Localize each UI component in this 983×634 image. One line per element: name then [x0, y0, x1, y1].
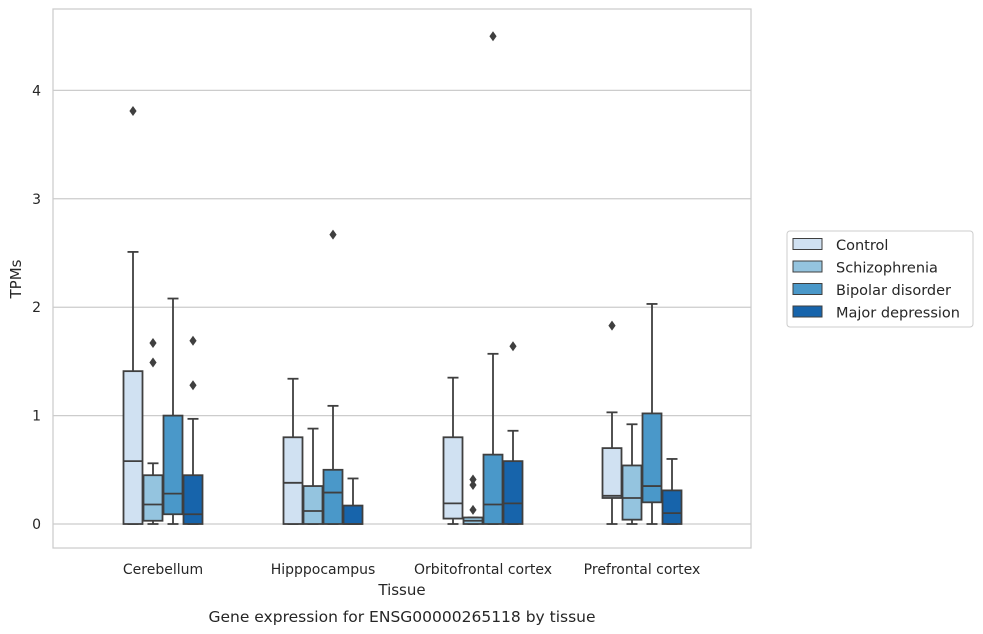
- x-tick-label: Cerebellum: [123, 562, 203, 578]
- plot-frame: [52, 8, 752, 549]
- box-major-depression-prefrontal-cortex: [661, 458, 683, 525]
- box-iqr: [282, 436, 304, 525]
- legend-swatch: [792, 283, 823, 295]
- y-tick-labels: 0 1 2 3 4: [32, 83, 41, 533]
- legend-label: Schizophrenia: [836, 261, 938, 277]
- y-tick-label: 4: [32, 83, 41, 99]
- x-axis-label: Tissue: [377, 581, 425, 599]
- legend-items: Control Schizophrenia Bipolar disorder Majo…: [792, 238, 960, 322]
- outlier-point: [469, 479, 477, 490]
- box-bipolar-disorder-orbitofrontal-cortex: [482, 31, 504, 525]
- box-iqr: [182, 474, 204, 525]
- outlier-point: [149, 337, 157, 348]
- outlier-point: [509, 341, 517, 352]
- outlier-point: [149, 357, 157, 368]
- box-plot-layer: [122, 31, 683, 525]
- outlier-point: [608, 320, 616, 331]
- box-iqr: [621, 464, 643, 521]
- y-axis-label: TPMs: [7, 259, 25, 299]
- legend-label: Bipolar disorder: [836, 283, 951, 299]
- box-major-depression-orbitofrontal-cortex: [502, 341, 524, 525]
- y-tick-label: 1: [32, 409, 41, 425]
- box-iqr: [502, 460, 524, 525]
- x-tick-label: Hipppocampus: [271, 562, 376, 578]
- box-control-orbitofrontal-cortex: [442, 376, 464, 525]
- legend-frame: [786, 230, 974, 328]
- box-iqr: [601, 447, 623, 499]
- legend-label: Major depression: [836, 306, 960, 322]
- box-iqr: [661, 489, 683, 525]
- box-iqr: [142, 474, 164, 522]
- outlier-point: [189, 380, 197, 391]
- box-schizophrenia-hipppocampus: [302, 427, 324, 525]
- box-iqr: [322, 468, 344, 525]
- outlier-point: [489, 31, 497, 42]
- box-schizophrenia-prefrontal-cortex: [621, 423, 643, 525]
- box-iqr: [162, 414, 184, 516]
- outlier-point: [469, 504, 477, 515]
- box-bipolar-disorder-prefrontal-cortex: [641, 303, 663, 525]
- y-tick-label: 2: [32, 300, 41, 316]
- box-iqr: [482, 453, 504, 525]
- legend-swatch: [792, 305, 823, 318]
- box-iqr: [122, 370, 144, 525]
- legend-swatch: [792, 238, 823, 250]
- legend-label: Control: [836, 238, 888, 254]
- box-iqr: [342, 504, 364, 525]
- outlier-point: [129, 105, 137, 116]
- outlier-point: [189, 335, 197, 346]
- x-tick-label: Orbitofrontal cortex: [414, 562, 552, 578]
- y-tick-label: 0: [32, 517, 41, 533]
- box-schizophrenia-orbitofrontal-cortex: [462, 474, 484, 525]
- box-bipolar-disorder-cerebellum: [162, 297, 184, 525]
- box-iqr: [442, 436, 464, 520]
- outlier-point: [469, 474, 477, 485]
- box-major-depression-hipppocampus: [342, 477, 364, 525]
- box-major-depression-cerebellum: [182, 335, 204, 525]
- box-control-cerebellum: [122, 105, 144, 525]
- box-schizophrenia-cerebellum: [142, 337, 164, 525]
- box-iqr: [641, 412, 663, 504]
- box-control-prefrontal-cortex: [601, 320, 623, 525]
- box-bipolar-disorder-hipppocampus: [322, 229, 344, 525]
- box-iqr: [302, 485, 324, 525]
- legend: Control Schizophrenia Bipolar disorder Majo…: [786, 230, 974, 328]
- x-tick-label: Prefrontal cortex: [584, 562, 701, 578]
- x-tick-labels: Cerebellum Hipppocampus Orbitofrontal cort…: [123, 562, 700, 578]
- figure-caption: Gene expression for ENSG00000265118 by t…: [208, 608, 595, 626]
- box-control-hipppocampus: [282, 377, 304, 525]
- outlier-point: [329, 229, 337, 240]
- legend-swatch: [792, 260, 823, 273]
- y-tick-label: 3: [32, 192, 41, 208]
